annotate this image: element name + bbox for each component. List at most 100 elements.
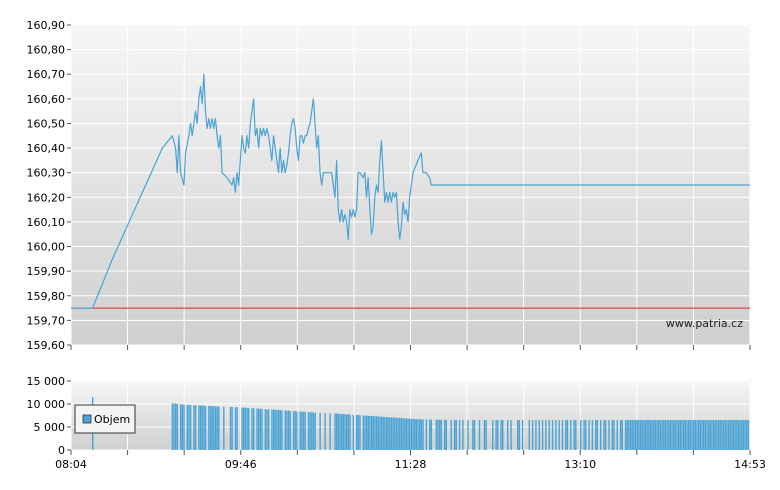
volume-bar [271,409,273,450]
volume-bar [304,411,306,450]
volume-bar [702,420,705,450]
volume-bar [193,405,195,450]
volume-bar [345,414,348,450]
volume-bar [668,420,670,450]
price-y-tick-label: 160,90 [27,19,66,32]
volume-bar [644,420,647,450]
volume-x-tick-label: 13:10 [564,458,596,471]
volume-bar [422,419,424,450]
volume-bar [518,420,521,450]
volume-bar [653,420,655,450]
volume-bar [704,420,706,450]
volume-bar [545,420,547,450]
volume-bar [246,407,248,450]
volume-bar [420,419,423,450]
volume-bar [259,408,262,450]
volume-bar [541,420,544,450]
volume-bar [355,415,358,450]
volume-bar [729,420,731,450]
volume-bar [241,407,243,450]
volume-bar [706,420,708,450]
volume-bar [458,419,461,450]
volume-bar [201,405,203,450]
volume-bar [379,416,381,450]
volume-bar [726,420,728,450]
volume-bar [692,420,695,450]
volume-bar [483,420,486,450]
volume-bar [746,420,748,450]
volume-bar [478,420,481,450]
volume-bar [654,420,657,450]
volume-bar [188,404,190,450]
volume-bar [347,414,350,450]
volume-bar [588,420,590,450]
price-y-tick-label: 160,20 [27,191,66,204]
volume-bar [337,413,340,450]
price-y-tick-label: 159,70 [27,314,66,327]
volume-bar [435,419,438,450]
volume-bar [699,420,701,450]
volume-bar [294,411,296,450]
volume-x-tick-label: 08:04 [55,458,87,471]
volume-bar [253,408,255,450]
volume-bar [747,420,750,450]
volume-bar [535,420,537,450]
volume-y-tick-label: 10 000 [27,398,66,411]
volume-bar [287,410,290,450]
volume-bar [370,415,373,450]
legend-label: Objem [94,413,130,426]
volume-bar [357,415,360,450]
volume-bar [613,420,615,450]
volume-y-axis: 0 5 000 10 000 15 000 [27,375,71,457]
volume-bar [248,408,250,450]
volume-bar [646,420,648,450]
volume-bar [711,420,713,450]
volume-bar [174,403,177,450]
legend: Objem [74,404,136,434]
volume-bar [604,420,607,450]
volume-bar [243,407,245,450]
volume-bar [176,404,179,450]
volume-bar [209,406,212,450]
volume-bar [299,411,301,450]
volume-bar [382,416,384,450]
volume-bar [428,419,431,450]
volume-bar [580,420,582,450]
volume-bar [399,418,401,450]
volume-bar [687,420,690,450]
volume-bar [689,420,692,450]
volume-bar [528,420,530,450]
price-y-tick-label: 160,60 [27,93,66,106]
volume-bar [669,420,672,450]
volume-bar [531,420,534,450]
volume-bar [183,404,185,450]
volume-bar [375,416,378,450]
volume-bar [561,420,564,450]
volume-bar [516,420,519,450]
volume-bar [633,420,635,450]
volume-bar [374,416,376,450]
volume-bar [583,420,585,450]
volume-bar [608,420,610,450]
volume-bar [204,405,207,450]
volume-bar [656,420,658,450]
volume-bar [741,420,743,450]
volume-bar [359,415,361,450]
volume-bar [500,420,502,450]
volume-bar [314,412,316,450]
volume-bar [334,413,336,450]
volume-bar [510,420,512,450]
volume-bar [736,420,738,450]
volume-bar [682,420,685,450]
volume-bar [218,406,220,450]
volume-bar [352,414,355,450]
volume-bar [181,404,184,450]
volume-bar [339,413,341,450]
volume-bar [312,412,315,450]
volume-bar [430,419,433,450]
volume-bar [397,417,399,450]
price-y-tick-label: 160,40 [27,142,66,155]
volume-bar [284,410,286,450]
volume-bar [329,413,331,450]
volume-bar [585,420,587,450]
